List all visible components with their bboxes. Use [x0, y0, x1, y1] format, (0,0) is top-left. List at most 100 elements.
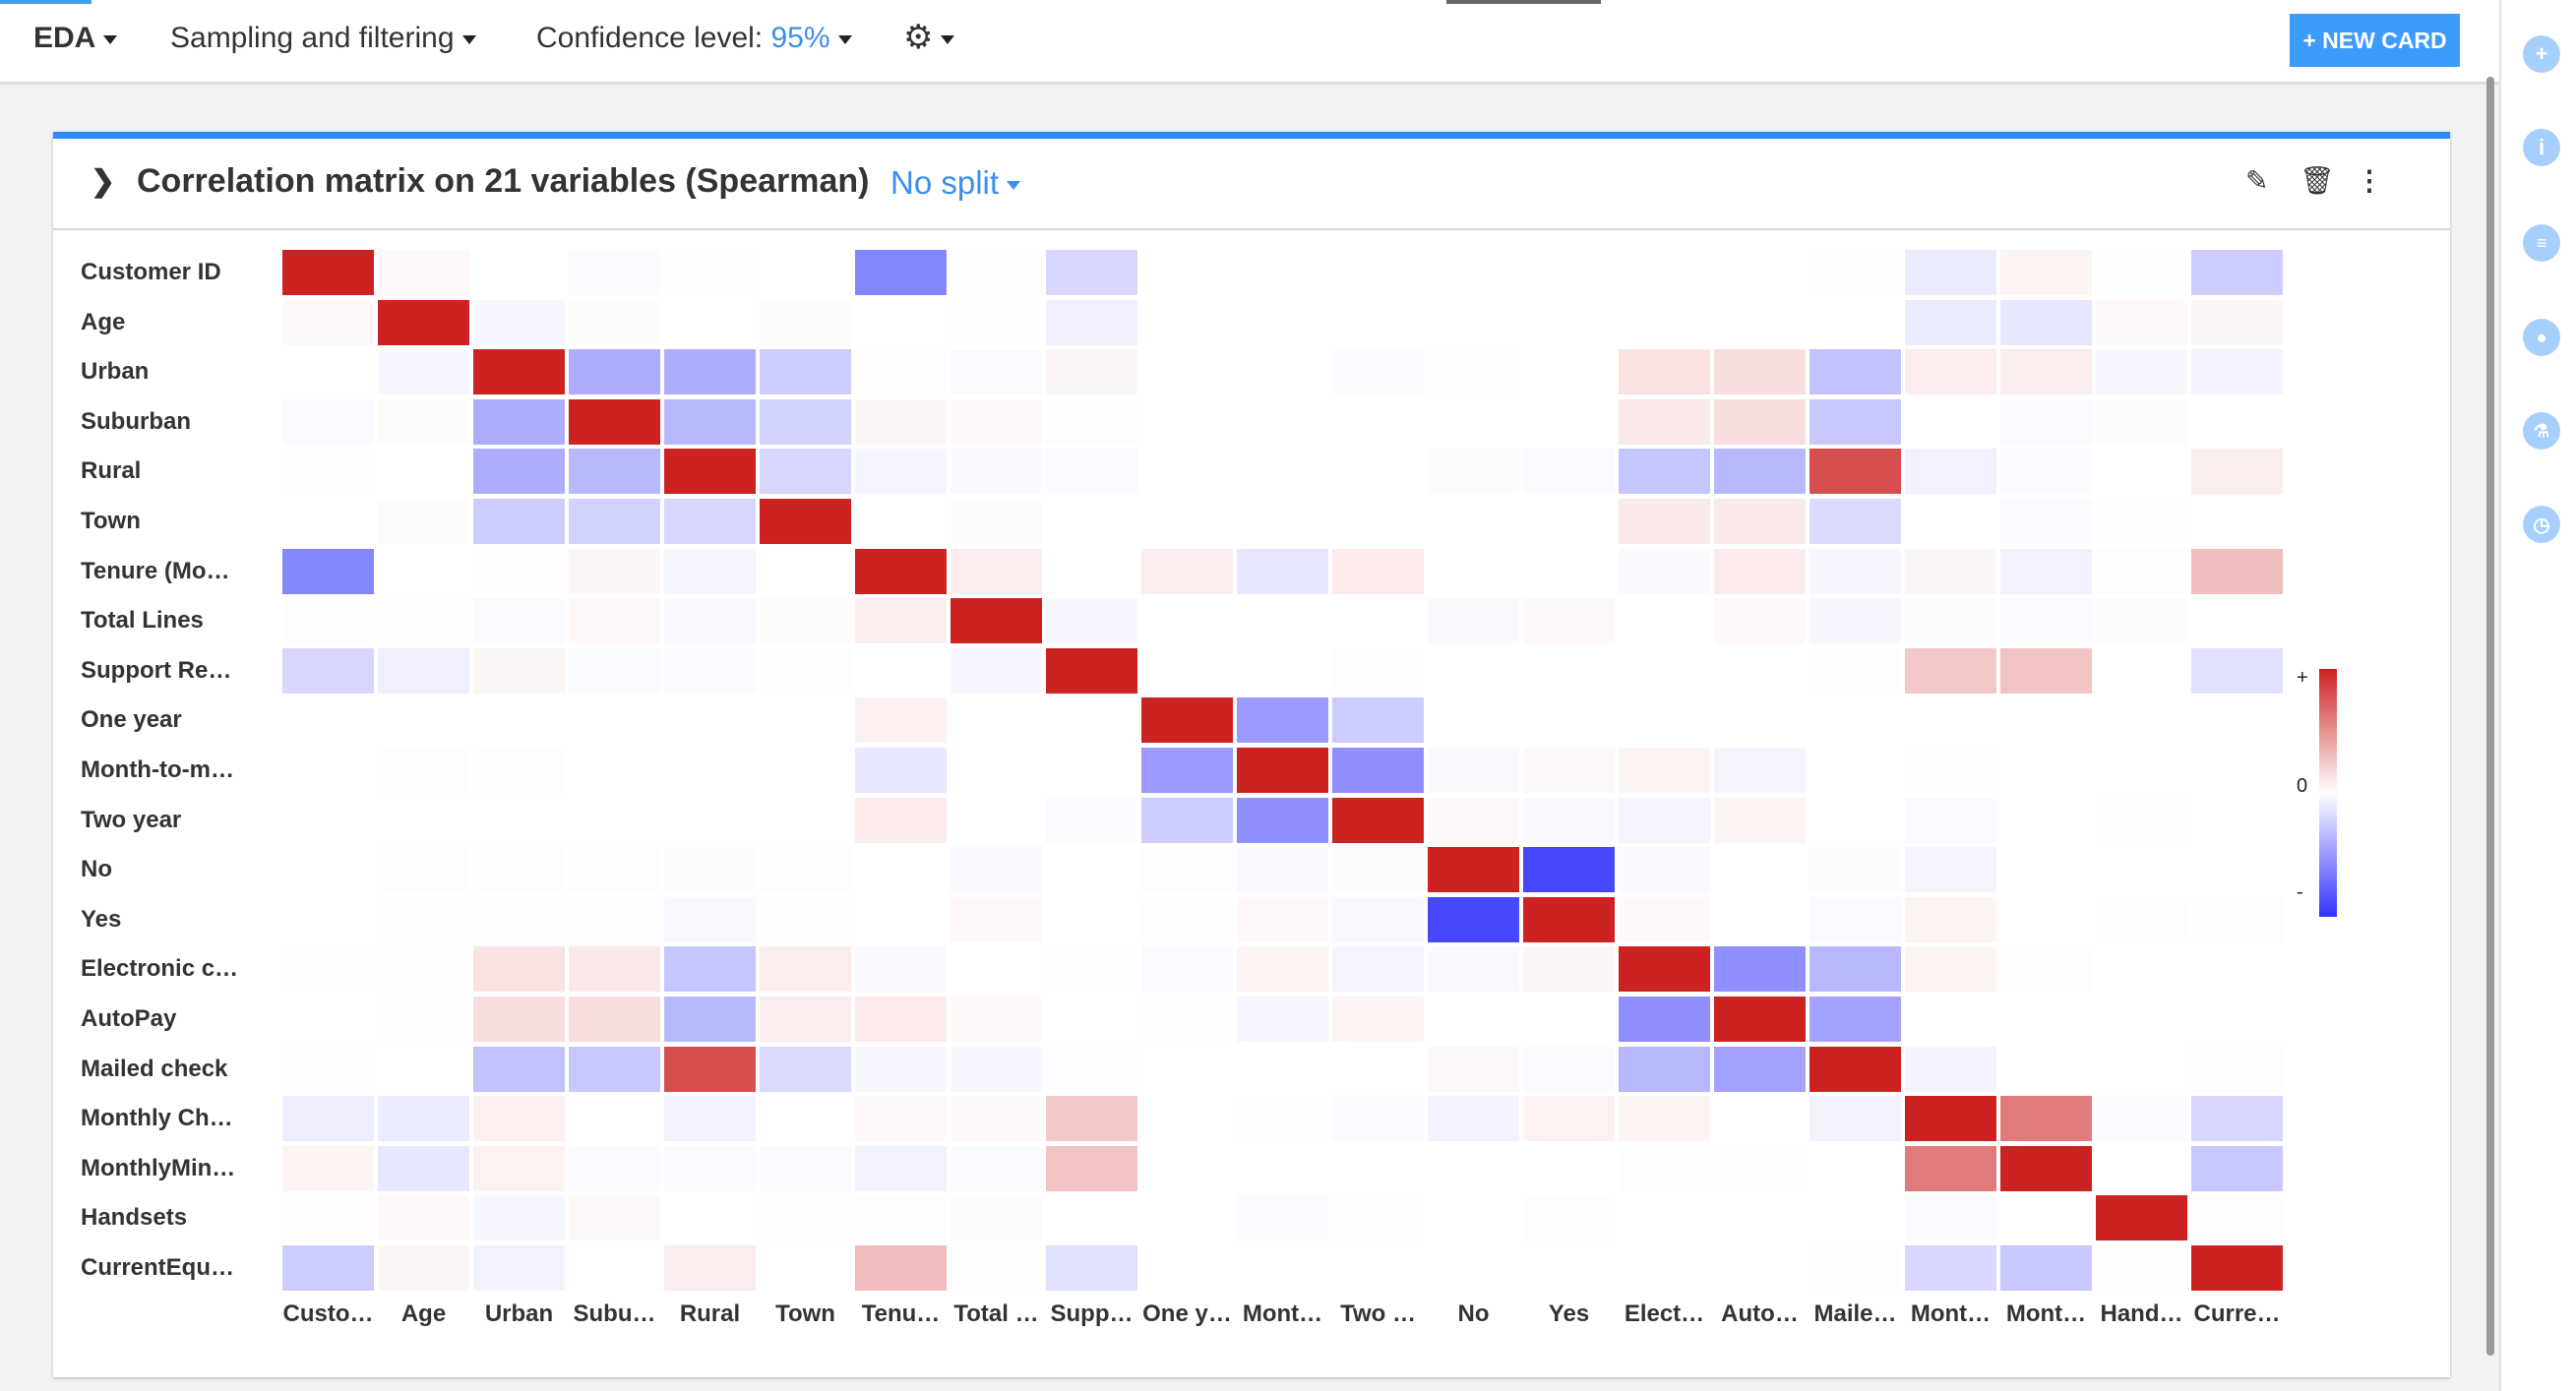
heatmap-cell[interactable] — [855, 398, 947, 445]
heatmap-cell[interactable] — [855, 748, 947, 793]
heatmap-cell[interactable] — [1332, 250, 1424, 295]
heatmap-cell[interactable] — [1809, 1046, 1901, 1092]
heatmap-cell[interactable] — [951, 250, 1042, 295]
heatmap-cell[interactable] — [569, 1046, 660, 1092]
heatmap-cell[interactable] — [378, 499, 469, 544]
heatmap-cell[interactable] — [1809, 997, 1901, 1042]
heatmap-cell[interactable] — [282, 1195, 374, 1241]
heatmap-cell[interactable] — [2096, 847, 2187, 893]
heatmap-cell[interactable] — [569, 299, 660, 345]
plus-icon[interactable]: + — [2523, 35, 2560, 73]
heatmap-cell[interactable] — [1428, 598, 1519, 644]
heatmap-cell[interactable] — [1237, 398, 1328, 445]
heatmap-cell[interactable] — [2000, 398, 2092, 445]
heatmap-cell[interactable] — [1905, 1195, 1996, 1241]
scrollbar[interactable] — [2486, 77, 2494, 1356]
heatmap-cell[interactable] — [2096, 250, 2187, 295]
heatmap-cell[interactable] — [1141, 1195, 1233, 1241]
heatmap-cell[interactable] — [282, 946, 374, 993]
split-dropdown[interactable]: No split — [890, 164, 1021, 202]
heatmap-cell[interactable] — [1237, 250, 1328, 295]
heatmap-cell[interactable] — [855, 548, 947, 594]
heatmap-cell[interactable] — [951, 847, 1042, 893]
heatmap-cell[interactable] — [569, 997, 660, 1042]
heatmap-cell[interactable] — [1332, 697, 1424, 744]
heatmap-cell[interactable] — [2000, 946, 2092, 993]
heatmap-cell[interactable] — [664, 1145, 756, 1191]
heatmap-cell[interactable] — [1619, 946, 1710, 993]
heatmap-cell[interactable] — [1905, 697, 1996, 744]
heatmap-cell[interactable] — [1523, 1096, 1615, 1142]
heatmap-cell[interactable] — [1905, 250, 1996, 295]
heatmap-cell[interactable] — [1428, 896, 1519, 942]
heatmap-cell[interactable] — [1332, 548, 1424, 594]
heatmap-cell[interactable] — [664, 1245, 756, 1291]
heatmap-cell[interactable] — [2191, 1245, 2283, 1291]
heatmap-cell[interactable] — [1523, 1046, 1615, 1092]
heatmap-cell[interactable] — [2000, 598, 2092, 644]
heatmap-cell[interactable] — [951, 1046, 1042, 1092]
heatmap-cell[interactable] — [1523, 797, 1615, 843]
heatmap-cell[interactable] — [1141, 647, 1233, 694]
heatmap-cell[interactable] — [569, 598, 660, 644]
heatmap-cell[interactable] — [1046, 449, 1137, 495]
heatmap-cell[interactable] — [2096, 449, 2187, 495]
heatmap-cell[interactable] — [1809, 499, 1901, 544]
heatmap-cell[interactable] — [760, 1245, 851, 1291]
heatmap-cell[interactable] — [2191, 349, 2283, 395]
heatmap-cell[interactable] — [1619, 847, 1710, 893]
heatmap-cell[interactable] — [378, 797, 469, 843]
heatmap-cell[interactable] — [282, 349, 374, 395]
heatmap-cell[interactable] — [1141, 748, 1233, 793]
heatmap-cell[interactable] — [855, 1195, 947, 1241]
heatmap-cell[interactable] — [951, 398, 1042, 445]
heatmap-cell[interactable] — [951, 1145, 1042, 1191]
heatmap-cell[interactable] — [2191, 1096, 2283, 1142]
heatmap-cell[interactable] — [1809, 748, 1901, 793]
heatmap-cell[interactable] — [1332, 598, 1424, 644]
heatmap-cell[interactable] — [760, 647, 851, 694]
heatmap-cell[interactable] — [2000, 997, 2092, 1042]
heatmap-cell[interactable] — [1332, 1096, 1424, 1142]
clock-icon[interactable]: ◷ — [2523, 506, 2560, 543]
heatmap-cell[interactable] — [855, 997, 947, 1042]
heatmap-cell[interactable] — [951, 1245, 1042, 1291]
heatmap-cell[interactable] — [1809, 1245, 1901, 1291]
eda-menu[interactable]: EDA — [33, 22, 118, 55]
edit-pencil-icon[interactable]: ✎ — [2245, 165, 2269, 196]
heatmap-cell[interactable] — [473, 847, 565, 893]
heatmap-cell[interactable] — [1237, 946, 1328, 993]
heatmap-cell[interactable] — [569, 250, 660, 295]
heatmap-cell[interactable] — [569, 499, 660, 544]
heatmap-cell[interactable] — [282, 499, 374, 544]
heatmap-cell[interactable] — [1141, 299, 1233, 345]
heatmap-cell[interactable] — [1332, 1145, 1424, 1191]
heatmap-cell[interactable] — [1428, 398, 1519, 445]
heatmap-cell[interactable] — [1714, 398, 1806, 445]
heatmap-cell[interactable] — [1809, 349, 1901, 395]
heatmap-cell[interactable] — [1141, 398, 1233, 445]
heatmap-cell[interactable] — [1523, 997, 1615, 1042]
heatmap-cell[interactable] — [664, 748, 756, 793]
heatmap-cell[interactable] — [1905, 299, 1996, 345]
heatmap-cell[interactable] — [282, 647, 374, 694]
heatmap-cell[interactable] — [1332, 997, 1424, 1042]
heatmap-cell[interactable] — [2096, 797, 2187, 843]
heatmap-cell[interactable] — [760, 449, 851, 495]
heatmap-cell[interactable] — [1046, 797, 1137, 843]
heatmap-cell[interactable] — [378, 598, 469, 644]
heatmap-cell[interactable] — [1619, 748, 1710, 793]
heatmap-cell[interactable] — [1332, 748, 1424, 793]
heatmap-cell[interactable] — [760, 299, 851, 345]
heatmap-cell[interactable] — [473, 598, 565, 644]
heatmap-cell[interactable] — [473, 748, 565, 793]
heatmap-cell[interactable] — [855, 598, 947, 644]
heatmap-cell[interactable] — [855, 896, 947, 942]
heatmap-cell[interactable] — [282, 797, 374, 843]
heatmap-cell[interactable] — [2191, 896, 2283, 942]
heatmap-cell[interactable] — [1237, 797, 1328, 843]
heatmap-cell[interactable] — [2191, 1046, 2283, 1092]
heatmap-cell[interactable] — [1046, 1245, 1137, 1291]
heatmap-cell[interactable] — [664, 1195, 756, 1241]
heatmap-cell[interactable] — [1237, 449, 1328, 495]
